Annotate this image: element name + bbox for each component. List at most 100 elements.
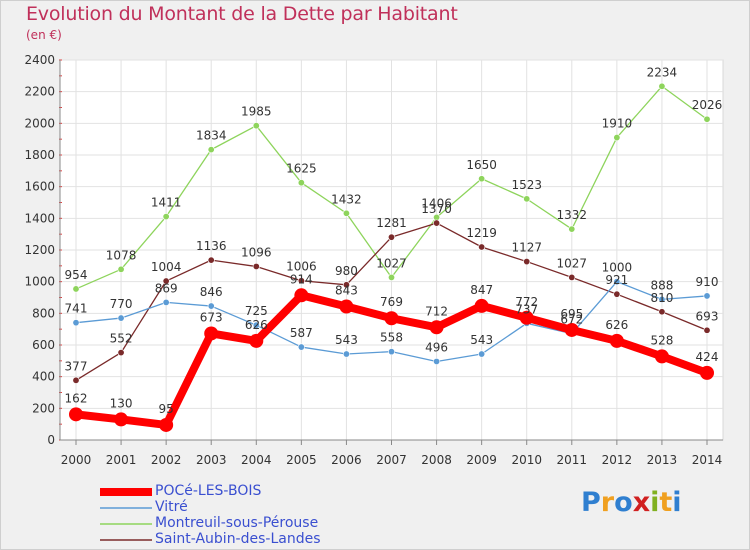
x-tick-label: 2012 bbox=[602, 453, 633, 467]
data-label: 770 bbox=[110, 297, 133, 311]
data-point bbox=[72, 376, 80, 384]
data-label: 130 bbox=[110, 396, 133, 410]
data-label: 843 bbox=[335, 284, 358, 298]
data-label: 1985 bbox=[241, 105, 272, 119]
data-point bbox=[703, 292, 711, 300]
data-point bbox=[609, 333, 624, 348]
y-tick-label: 600 bbox=[32, 338, 55, 352]
logo-letter: i bbox=[672, 487, 682, 518]
data-point bbox=[159, 417, 174, 432]
data-point bbox=[478, 175, 486, 183]
data-point bbox=[387, 348, 395, 356]
data-point bbox=[387, 233, 395, 241]
data-label: 377 bbox=[65, 359, 88, 373]
series-lines bbox=[69, 82, 714, 432]
x-tick-label: 2010 bbox=[511, 453, 542, 467]
x-tick-label: 2013 bbox=[647, 453, 678, 467]
data-point bbox=[117, 314, 125, 322]
data-label: 772 bbox=[515, 295, 538, 309]
data-point bbox=[204, 326, 219, 341]
data-label: 712 bbox=[425, 304, 448, 318]
data-label: 1523 bbox=[511, 178, 542, 192]
data-label: 1281 bbox=[376, 216, 407, 230]
data-label: 162 bbox=[65, 391, 88, 405]
data-point bbox=[117, 265, 125, 273]
data-point bbox=[703, 115, 711, 123]
x-tick-label: 2000 bbox=[61, 453, 92, 467]
data-point bbox=[387, 273, 395, 281]
data-point bbox=[252, 321, 260, 329]
chart-title: Evolution du Montant de la Dette par Hab… bbox=[26, 3, 458, 25]
data-label: 496 bbox=[425, 340, 448, 354]
data-point bbox=[658, 308, 666, 316]
series-2 bbox=[72, 82, 711, 293]
data-label: 695 bbox=[560, 307, 583, 321]
y-tick-label: 2000 bbox=[24, 116, 55, 130]
data-label: 769 bbox=[380, 295, 403, 309]
x-tick-label: 2006 bbox=[331, 453, 362, 467]
data-label: 2234 bbox=[647, 65, 678, 79]
data-point bbox=[568, 273, 576, 281]
data-point bbox=[252, 262, 260, 270]
data-point bbox=[294, 288, 309, 303]
data-label: 1004 bbox=[151, 260, 182, 274]
x-tick-label: 2003 bbox=[196, 453, 227, 467]
series-0 bbox=[69, 288, 714, 432]
data-point bbox=[72, 319, 80, 327]
logo-letter: P bbox=[581, 487, 601, 518]
data-point bbox=[297, 343, 305, 351]
data-label: 693 bbox=[696, 309, 719, 323]
logo-letter: i bbox=[650, 487, 660, 518]
data-label: 921 bbox=[605, 273, 628, 287]
data-point bbox=[207, 146, 215, 154]
data-label: 528 bbox=[650, 333, 673, 347]
y-tick-label: 2400 bbox=[24, 53, 55, 67]
data-point bbox=[297, 179, 305, 187]
data-label: 1332 bbox=[557, 208, 588, 222]
data-point bbox=[342, 281, 350, 289]
data-label: 1625 bbox=[286, 162, 317, 176]
data-point bbox=[252, 122, 260, 130]
data-label: 1136 bbox=[196, 239, 227, 253]
data-label: 552 bbox=[110, 332, 133, 346]
data-point bbox=[700, 365, 714, 380]
data-point bbox=[162, 298, 170, 306]
y-tick-label: 1400 bbox=[24, 211, 55, 225]
data-point bbox=[564, 322, 579, 337]
data-point bbox=[613, 278, 621, 286]
data-point bbox=[658, 295, 666, 303]
data-label: 1027 bbox=[557, 256, 588, 270]
data-label: 673 bbox=[200, 310, 223, 324]
data-point bbox=[339, 299, 354, 314]
data-point bbox=[207, 302, 215, 310]
data-label: 888 bbox=[650, 278, 673, 292]
axes: 0 200 400 600 800 1000 1200 1400 1600 1800 2000 220… bbox=[24, 53, 723, 467]
x-tick-label: 2001 bbox=[106, 453, 137, 467]
data-label: 1127 bbox=[511, 241, 542, 255]
data-point bbox=[433, 219, 441, 227]
series-3 bbox=[72, 219, 711, 384]
data-point bbox=[568, 225, 576, 233]
data-label: 1078 bbox=[106, 248, 137, 262]
data-label: 1219 bbox=[466, 226, 497, 240]
data-label: 725 bbox=[245, 304, 268, 318]
data-label: 626 bbox=[605, 318, 628, 332]
data-point bbox=[613, 134, 621, 142]
data-point bbox=[72, 285, 80, 293]
legend-label: Montreuil-sous-Pérouse bbox=[155, 515, 319, 531]
y-tick-label: 200 bbox=[32, 401, 55, 415]
data-label: 1027 bbox=[376, 256, 407, 270]
x-tick-label: 2008 bbox=[421, 453, 452, 467]
data-point bbox=[474, 298, 489, 313]
data-point bbox=[519, 310, 534, 325]
data-label: 1096 bbox=[241, 245, 272, 259]
data-label: 910 bbox=[696, 275, 719, 289]
logo-letter: o bbox=[614, 487, 633, 518]
data-label: 846 bbox=[200, 285, 223, 299]
data-point bbox=[69, 407, 83, 422]
data-point bbox=[523, 258, 531, 266]
data-point bbox=[117, 349, 125, 357]
data-label: 672 bbox=[560, 313, 583, 327]
data-point bbox=[384, 311, 399, 326]
